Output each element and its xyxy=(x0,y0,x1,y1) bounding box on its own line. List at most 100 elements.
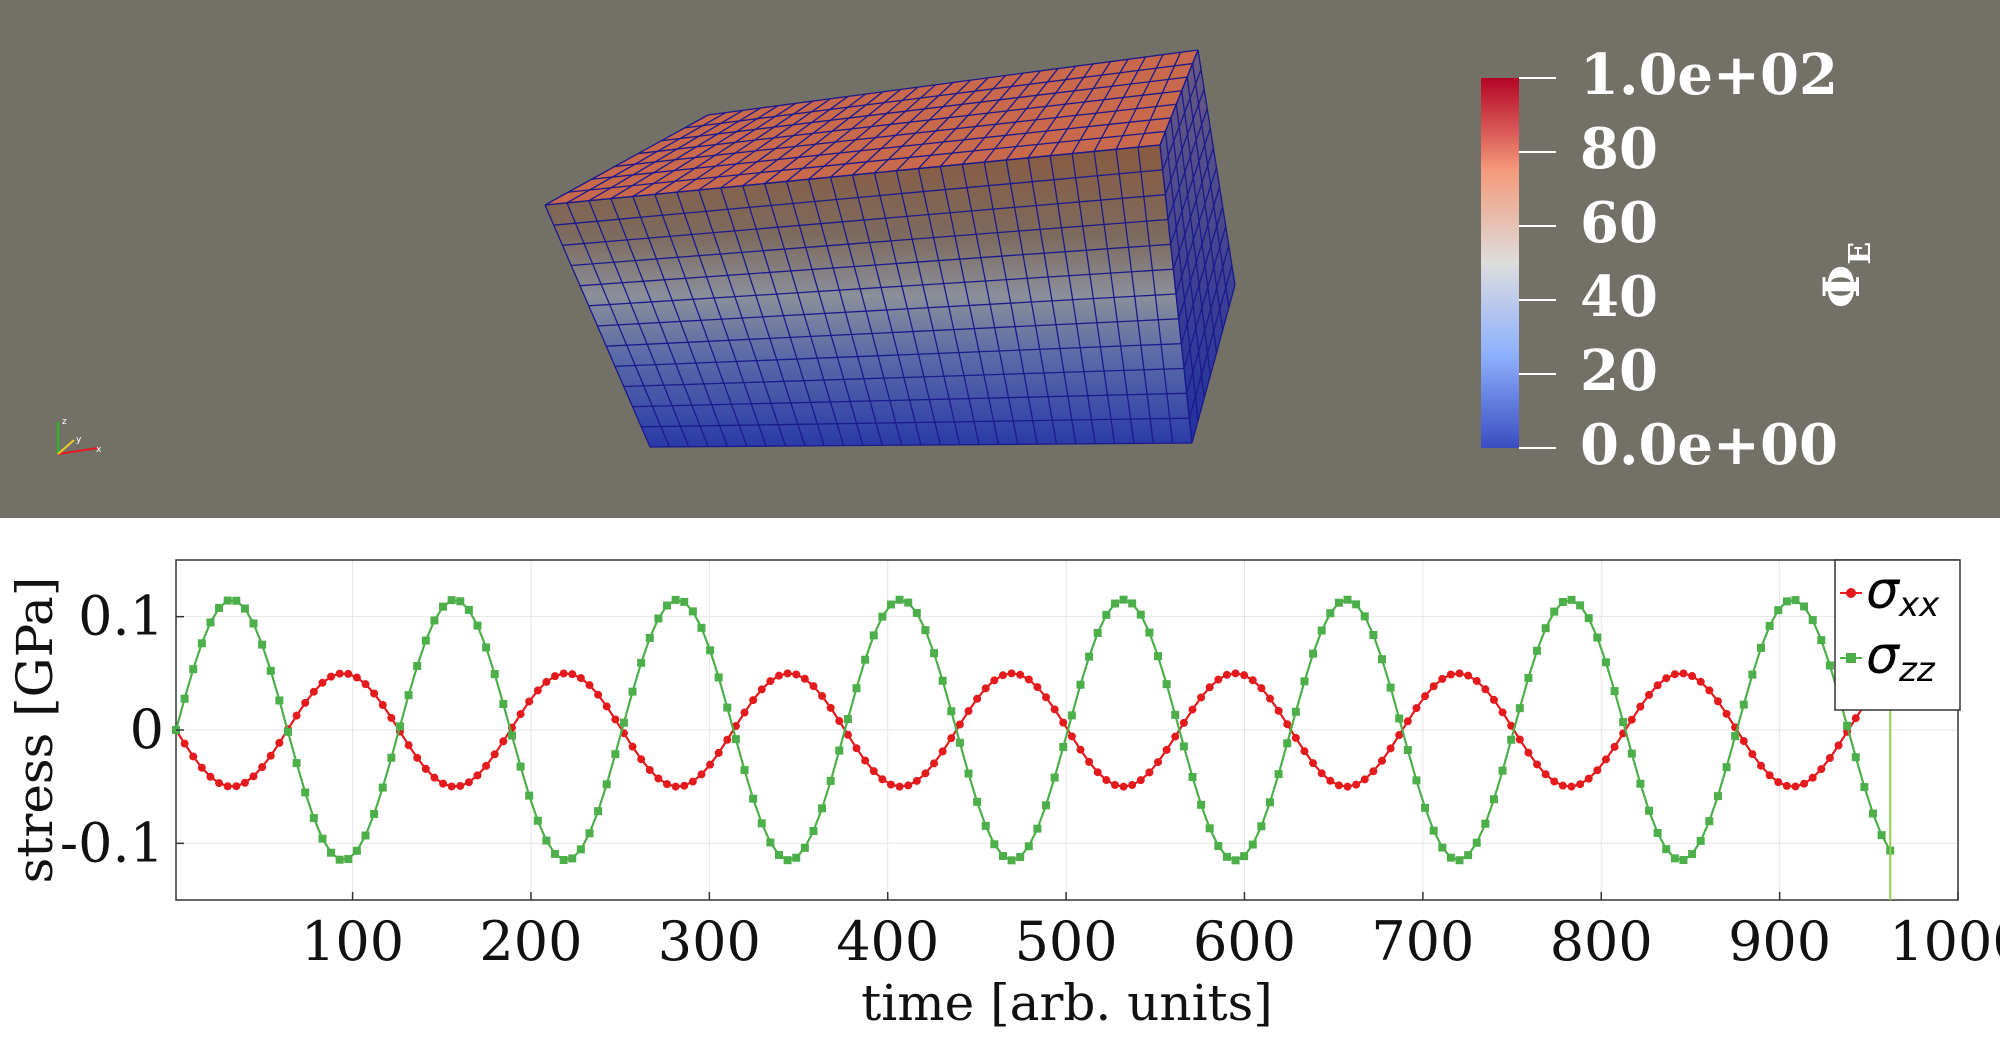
data-point xyxy=(904,598,913,607)
mesh-top-face xyxy=(545,50,1198,205)
axis-z-label: z xyxy=(62,417,67,427)
data-point xyxy=(1800,602,1809,611)
data-point xyxy=(1670,670,1679,679)
data-point xyxy=(1205,683,1214,692)
data-point xyxy=(1576,601,1585,610)
data-point xyxy=(1489,795,1498,804)
data-point xyxy=(749,696,758,705)
data-point xyxy=(370,809,379,818)
data-point xyxy=(1489,695,1498,704)
data-point xyxy=(1757,643,1766,652)
data-point xyxy=(1627,749,1636,758)
data-point xyxy=(482,643,491,652)
data-point xyxy=(895,595,904,604)
data-point xyxy=(930,759,939,768)
data-point xyxy=(499,700,508,709)
data-point xyxy=(1050,773,1059,782)
data-point xyxy=(1016,670,1025,679)
data-point xyxy=(525,697,534,706)
data-point xyxy=(335,669,344,678)
data-point xyxy=(292,711,301,720)
data-point xyxy=(1222,852,1231,861)
data-point xyxy=(1412,704,1421,713)
data-point xyxy=(818,691,827,700)
data-point xyxy=(1825,754,1834,763)
data-point xyxy=(1162,745,1171,754)
data-point xyxy=(1016,853,1025,862)
colorbar-tick-label: 60 xyxy=(1580,190,1658,256)
data-point xyxy=(688,777,697,786)
data-point xyxy=(1309,649,1318,658)
data-point xyxy=(223,782,232,791)
data-point xyxy=(843,715,852,724)
data-point xyxy=(464,778,473,787)
data-point xyxy=(1817,636,1826,645)
data-point xyxy=(973,797,982,806)
data-point xyxy=(1291,733,1300,742)
data-point xyxy=(1748,750,1757,759)
data-point xyxy=(774,851,783,860)
mesh-block[interactable] xyxy=(544,49,1236,448)
data-point xyxy=(809,682,818,691)
data-point xyxy=(1731,732,1740,741)
data-point xyxy=(1774,778,1783,787)
data-point xyxy=(240,604,249,613)
render-canvas[interactable]: z y x xyxy=(0,0,2000,518)
data-point xyxy=(352,846,361,855)
data-point xyxy=(309,814,318,823)
data-point xyxy=(1610,687,1619,696)
data-point xyxy=(1119,782,1128,791)
y-axis-label: stress [GPa] xyxy=(6,577,64,884)
data-point xyxy=(1455,669,1464,678)
data-point xyxy=(292,759,301,768)
data-point xyxy=(189,752,198,761)
render-viewport[interactable]: z y x 1.0e+02 80 60 40 20 0.0e+00 ΦE xyxy=(0,0,2000,518)
legend-marker-sigma-xx xyxy=(1846,588,1856,598)
data-point xyxy=(714,748,723,757)
data-point xyxy=(1300,747,1309,756)
data-point xyxy=(835,746,844,755)
data-point xyxy=(766,677,775,686)
data-point xyxy=(447,596,456,605)
data-point xyxy=(843,730,852,739)
data-point xyxy=(327,672,336,681)
data-point xyxy=(1214,841,1223,850)
data-point xyxy=(1584,614,1593,623)
data-point xyxy=(998,671,1007,680)
data-point xyxy=(714,673,723,682)
data-point xyxy=(904,781,913,790)
data-point xyxy=(1085,757,1094,766)
data-point xyxy=(1860,783,1869,792)
data-point xyxy=(1679,669,1688,678)
data-point xyxy=(706,760,715,769)
legend: σxx σzz xyxy=(1834,559,1961,711)
data-point xyxy=(792,670,801,679)
data-point xyxy=(1791,596,1800,605)
data-point xyxy=(1386,683,1395,692)
data-point xyxy=(301,698,310,707)
data-point xyxy=(800,843,809,852)
data-point xyxy=(1171,710,1180,719)
axis-x-label: x xyxy=(96,445,102,455)
data-point xyxy=(473,621,482,630)
data-point xyxy=(1800,779,1809,788)
colorbar-gradient xyxy=(1481,78,1519,448)
data-point xyxy=(1782,597,1791,606)
data-point xyxy=(912,776,921,785)
data-point xyxy=(1524,673,1533,682)
data-point xyxy=(1541,624,1550,633)
data-point xyxy=(594,690,603,699)
colorbar-tick-label: 40 xyxy=(1580,264,1658,330)
data-point xyxy=(1877,831,1886,840)
data-point xyxy=(1722,763,1731,772)
data-point xyxy=(197,639,206,648)
data-point xyxy=(809,827,818,836)
data-point xyxy=(1257,684,1266,693)
data-point xyxy=(1464,671,1473,680)
data-point xyxy=(1593,633,1602,642)
data-point xyxy=(1705,686,1714,695)
data-point xyxy=(1739,700,1748,709)
